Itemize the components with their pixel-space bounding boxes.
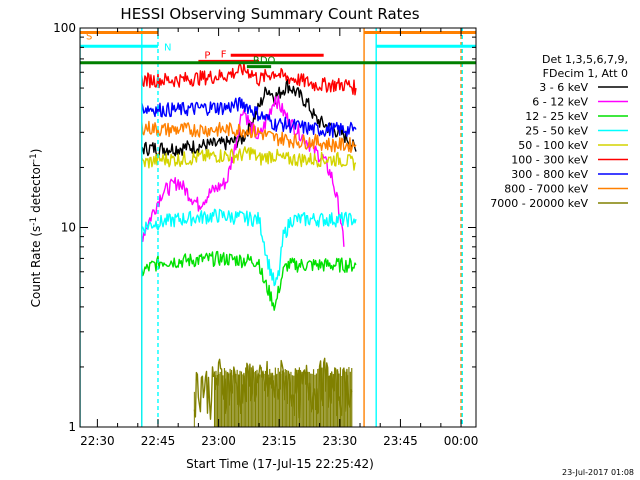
- x-tick-label: 23:30: [323, 434, 358, 448]
- legend-entry-label: 12 - 25 keV: [525, 110, 588, 123]
- x-tick-label: 00:00: [444, 434, 479, 448]
- x-tick-label: 23:45: [383, 434, 418, 448]
- plot-content: [80, 28, 476, 427]
- y-axis-label-main: Count Rate (s: [29, 226, 43, 308]
- series-800-7000-kev-line: [141, 120, 357, 154]
- y-tick-label: 100: [53, 21, 76, 35]
- flag-label: N: [164, 42, 171, 53]
- legend-entry-label: 300 - 800 keV: [511, 168, 588, 181]
- flag-label: RDO: [253, 56, 276, 67]
- y-axis-label-close: ): [29, 149, 43, 154]
- x-tick-label: 23:00: [201, 434, 236, 448]
- series-6-12-kev-line: [141, 95, 345, 247]
- legend-entry-label: 7000 - 20000 keV: [490, 197, 588, 210]
- y-axis-label-sup: -1: [29, 217, 39, 226]
- legend: Det 1,3,5,6,7,9,FDecim 1, Att 03 - 6 keV…: [490, 53, 628, 210]
- legend-header-line: Det 1,3,5,6,7,9,: [542, 53, 628, 66]
- legend-header-line: FDecim 1, Att 0: [543, 67, 628, 80]
- legend-entry-label: 3 - 6 keV: [539, 81, 588, 94]
- series-100-300-kev-line: [141, 62, 357, 96]
- chart-title: HESSI Observing Summary Count Rates: [120, 5, 419, 23]
- x-tick-label: 22:30: [80, 434, 115, 448]
- series-7000-20000-kev-line: [193, 357, 353, 420]
- flag-label: F: [221, 49, 227, 60]
- y-axis-label: Count Rate (s-1 detector-1): [29, 149, 43, 308]
- series-50-100-kev-line: [141, 146, 356, 171]
- series-300-800-kev-line: [141, 96, 357, 138]
- flag-label: S: [86, 31, 92, 42]
- y-tick-label: 10: [61, 221, 76, 235]
- legend-entry-label: 6 - 12 keV: [532, 96, 588, 109]
- legend-entry-label: 25 - 50 keV: [525, 125, 588, 138]
- legend-entry-label: 50 - 100 keV: [518, 139, 588, 152]
- axes: 22:30 22:45 23:00 23:15 23:30 23:45 00:00 1 10 10…: [53, 21, 478, 448]
- plot-area: S N FP RDO: [80, 28, 476, 427]
- timestamp: 23-Jul-2017 01:08: [562, 468, 634, 477]
- series-12-25-kev-line: [141, 250, 357, 311]
- y-axis-label-end: detector: [29, 162, 43, 217]
- y-axis-label-sup2: -1: [29, 153, 39, 162]
- legend-entry-label: 800 - 7000 keV: [504, 183, 588, 196]
- y-tick-label: 1: [68, 420, 76, 434]
- x-tick-label: 23:15: [262, 434, 297, 448]
- x-axis-label: Start Time (17-Jul-15 22:25:42): [186, 457, 374, 471]
- legend-entry-label: 100 - 300 keV: [511, 154, 588, 167]
- series-25-50-kev-line: [141, 208, 357, 287]
- plot-frame: [79, 27, 477, 428]
- x-tick-label: 22:45: [141, 434, 176, 448]
- flag-label: P: [204, 50, 210, 61]
